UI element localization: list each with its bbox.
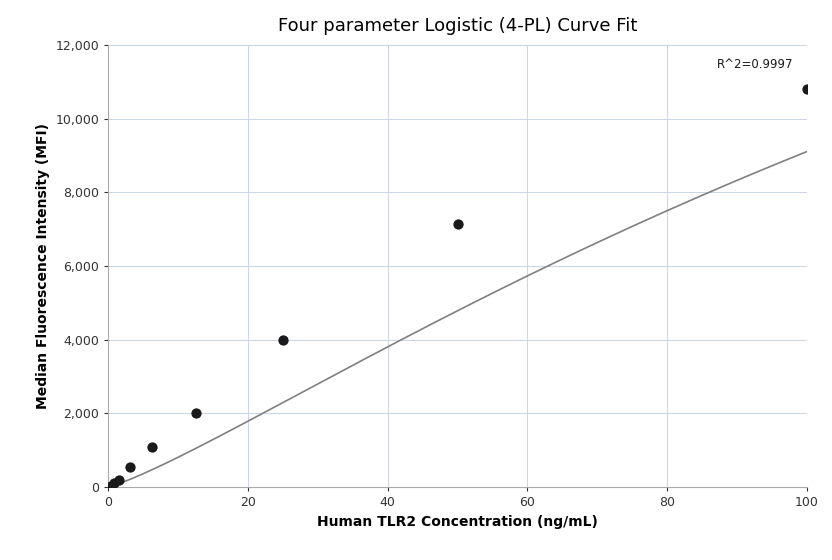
X-axis label: Human TLR2 Concentration (ng/mL): Human TLR2 Concentration (ng/mL)	[317, 515, 598, 529]
Point	[123, 462, 136, 471]
Point	[451, 219, 464, 228]
Point	[276, 336, 290, 345]
Y-axis label: Median Fluorescence Intensity (MFI): Median Fluorescence Intensity (MFI)	[36, 123, 50, 409]
Point	[146, 442, 159, 451]
Point	[112, 475, 126, 484]
Text: R^2=0.9997: R^2=0.9997	[716, 58, 793, 71]
Point	[189, 408, 202, 417]
Title: Four parameter Logistic (4-PL) Curve Fit: Four parameter Logistic (4-PL) Curve Fit	[278, 17, 637, 35]
Point	[107, 478, 121, 487]
Point	[104, 482, 117, 491]
Point	[800, 85, 814, 94]
